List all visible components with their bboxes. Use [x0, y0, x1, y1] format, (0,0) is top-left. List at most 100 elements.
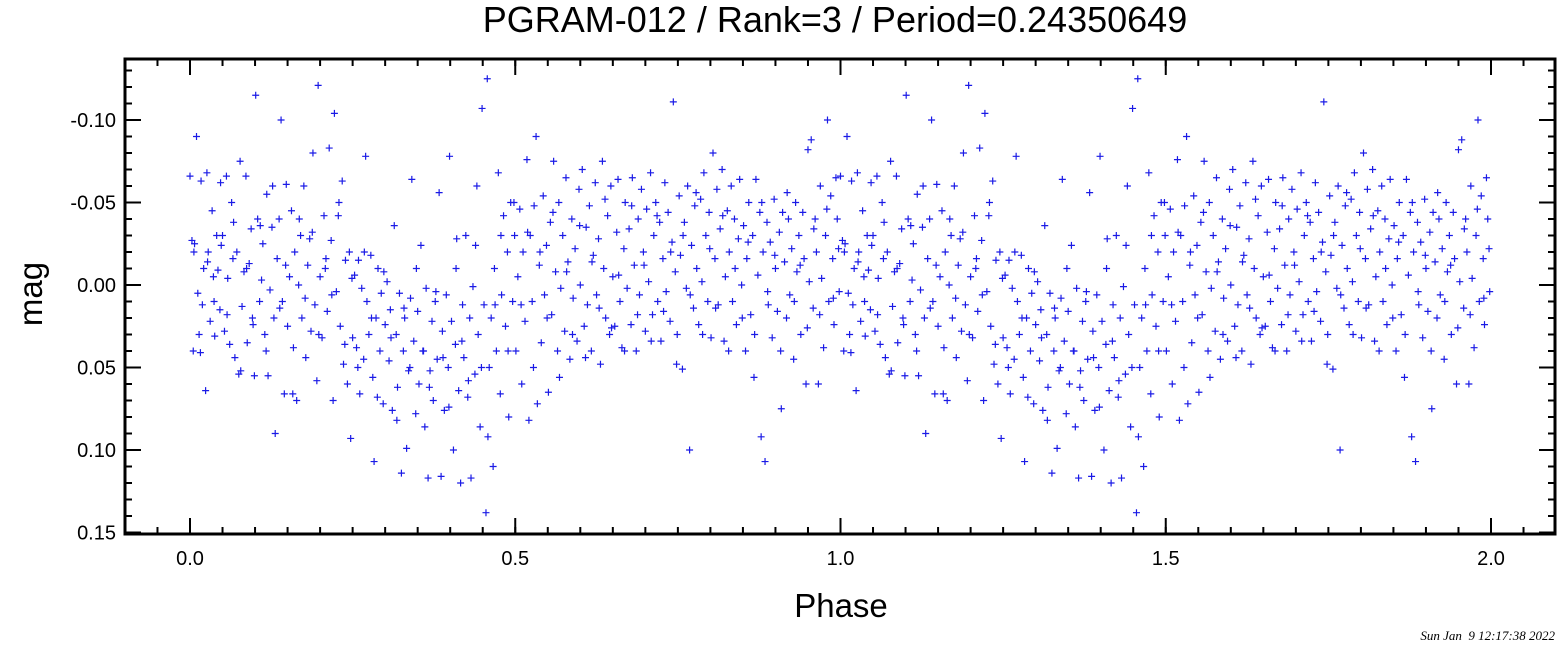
data-point	[424, 474, 432, 482]
data-point	[920, 314, 928, 322]
data-point	[224, 274, 232, 282]
data-point	[833, 215, 841, 223]
data-point	[1400, 373, 1408, 381]
data-point	[532, 133, 540, 140]
data-point	[1088, 472, 1096, 480]
data-point	[373, 393, 381, 401]
data-point	[1216, 355, 1224, 363]
data-point	[330, 109, 338, 117]
x-axis-label: Phase	[794, 587, 888, 624]
data-point	[1199, 208, 1207, 216]
data-point	[829, 294, 837, 302]
data-point	[1330, 232, 1338, 239]
data-point	[1071, 423, 1079, 431]
data-point	[609, 273, 617, 281]
data-point	[943, 397, 951, 404]
data-point	[1195, 388, 1203, 396]
data-point	[1038, 334, 1045, 342]
data-point	[421, 423, 429, 431]
data-point	[1100, 446, 1108, 454]
data-point	[387, 334, 395, 342]
data-point	[1065, 380, 1073, 388]
data-point	[1238, 347, 1246, 355]
data-point	[695, 321, 703, 329]
data-point	[1254, 212, 1262, 220]
data-point	[1234, 301, 1242, 309]
data-point	[1349, 331, 1357, 338]
data-point	[938, 207, 946, 215]
x-tick-label: 0.0	[176, 548, 204, 570]
data-point	[825, 298, 833, 305]
data-point	[1078, 317, 1086, 325]
data-point	[1290, 248, 1298, 256]
y-axis-label: mag	[12, 262, 49, 326]
data-point	[1477, 192, 1485, 200]
data-point	[664, 208, 672, 216]
data-point	[429, 397, 437, 404]
data-point	[1213, 268, 1221, 276]
data-point	[562, 174, 570, 182]
data-point	[561, 327, 569, 335]
data-point	[673, 331, 681, 338]
data-point	[1140, 463, 1148, 470]
data-point	[1428, 405, 1436, 413]
data-point	[635, 291, 643, 299]
data-point	[248, 314, 256, 322]
data-point	[521, 317, 529, 325]
data-point	[752, 175, 760, 183]
data-point	[449, 446, 457, 454]
data-point	[1465, 380, 1473, 388]
data-point	[861, 332, 869, 340]
data-point	[602, 314, 610, 322]
data-point	[496, 390, 504, 398]
data-point	[1011, 248, 1019, 256]
data-point	[525, 416, 533, 424]
data-point	[1329, 365, 1337, 373]
data-point	[259, 240, 267, 248]
data-point	[1307, 337, 1315, 345]
data-point	[740, 222, 748, 230]
data-point	[314, 81, 322, 89]
data-point	[1127, 423, 1135, 431]
data-point	[654, 298, 662, 305]
data-point	[186, 172, 194, 180]
data-point	[571, 245, 579, 253]
data-point	[1110, 354, 1118, 362]
data-point	[1240, 251, 1248, 259]
data-point	[1123, 182, 1131, 190]
data-point	[1468, 274, 1476, 282]
data-point	[812, 248, 820, 256]
data-point	[576, 222, 584, 230]
data-point	[1191, 291, 1199, 299]
data-point	[1207, 284, 1215, 292]
data-point	[500, 212, 508, 220]
data-point	[284, 322, 292, 330]
data-point	[1271, 347, 1279, 355]
data-point	[1356, 245, 1364, 253]
data-point	[750, 373, 758, 381]
data-point	[1431, 258, 1439, 266]
data-point	[764, 288, 772, 296]
data-point	[992, 256, 1000, 264]
data-point	[1005, 256, 1013, 264]
data-point	[1200, 157, 1208, 165]
data-point	[1449, 208, 1457, 216]
data-point	[846, 331, 854, 338]
data-point	[1276, 225, 1284, 233]
data-point	[1226, 222, 1234, 230]
data-point	[994, 380, 1002, 388]
data-point	[438, 327, 446, 335]
data-point	[1482, 174, 1490, 182]
data-point	[191, 240, 199, 248]
data-point	[425, 383, 433, 391]
data-point	[408, 175, 416, 183]
data-point	[460, 354, 468, 362]
data-point	[544, 388, 552, 396]
data-point	[961, 301, 969, 309]
data-point	[621, 347, 629, 355]
data-point	[800, 255, 808, 263]
data-point	[1463, 248, 1471, 256]
data-point	[666, 317, 674, 325]
data-point	[466, 314, 474, 322]
data-point	[863, 232, 871, 239]
